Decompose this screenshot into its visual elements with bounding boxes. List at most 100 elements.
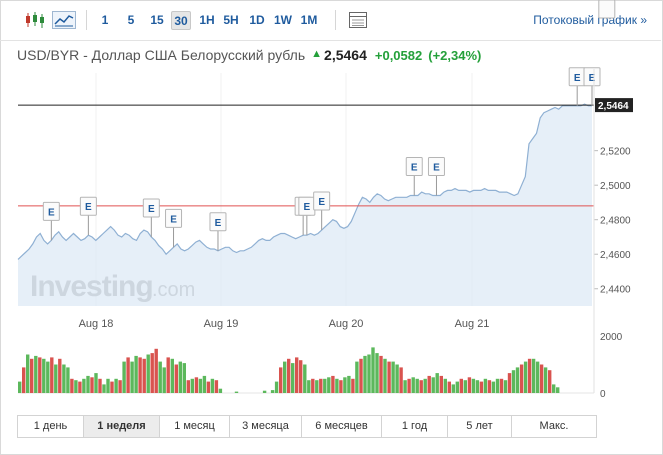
volume-bar-104 — [435, 373, 439, 393]
volume-bar-12 — [66, 367, 70, 394]
interval-button-1m[interactable]: 1M — [300, 13, 318, 27]
range-button-5[interactable]: 1 год — [382, 416, 448, 437]
event-marker-box-12 — [598, 0, 616, 19]
volume-bar-19 — [94, 373, 98, 393]
volume-bar-133 — [552, 384, 556, 393]
volume-bar-30 — [138, 357, 142, 393]
volume-bar-7 — [46, 361, 50, 393]
volume-bar-3 — [30, 358, 34, 393]
volume-bar-17 — [86, 375, 90, 393]
volume-bar-64 — [274, 381, 279, 393]
event-marker-box-7 — [313, 191, 331, 211]
volume-bar-46 — [202, 375, 207, 393]
interval-button-1w[interactable]: 1W — [274, 13, 292, 27]
volume-y-label-0: 2000 — [600, 332, 623, 343]
volume-bar-86 — [363, 355, 367, 393]
event-marker-label-11: E — [589, 73, 596, 84]
volume-bar-119 — [495, 378, 500, 394]
volume-bar-4 — [34, 355, 38, 393]
interval-button-5[interactable]: 5 — [127, 13, 135, 27]
volume-bar-124 — [515, 367, 520, 394]
x-tick-label-2: Aug 20 — [329, 318, 364, 330]
volume-bar-22 — [106, 378, 110, 394]
y-tick-label-0: 2,4400 — [600, 285, 631, 296]
volume-bar-8 — [50, 357, 54, 393]
interval-button-15[interactable]: 15 — [150, 13, 164, 27]
event-marker-label-7: E — [318, 197, 325, 208]
volume-bar-47 — [206, 381, 211, 393]
range-button-1[interactable]: 1 неделя — [84, 416, 160, 437]
volume-bar-74 — [315, 380, 319, 393]
interval-button-1h[interactable]: 1H — [199, 13, 215, 27]
volume-bar-75 — [319, 378, 323, 394]
volume-bar-42 — [186, 380, 190, 393]
volume-bar-28 — [130, 361, 134, 393]
y-tick-label-3: 2,5000 — [600, 181, 631, 192]
volume-bar-114 — [475, 380, 480, 393]
volume-bar-2 — [26, 354, 30, 393]
interval-button-1[interactable]: 1 — [101, 13, 109, 27]
range-selector: 1 день 1 неделя 1 месяц 3 месяца 6 месяцев 1 … — [17, 415, 597, 438]
volume-bar-26 — [122, 361, 126, 393]
current-price-label: 2,5464 — [598, 101, 629, 112]
volume-bar-23 — [110, 381, 114, 393]
volume-bar-25 — [118, 380, 122, 393]
streaming-chart-link[interactable]: Потоковый график » — [533, 13, 647, 27]
volume-bar-0 — [18, 381, 22, 393]
y-tick-label-1: 2,4600 — [600, 250, 631, 261]
range-button-7[interactable]: Макс. — [539, 420, 569, 432]
table-icon[interactable] — [348, 11, 368, 29]
volume-bar-44 — [194, 377, 199, 393]
volume-bar-34 — [154, 348, 158, 393]
volume-bar-93 — [391, 361, 395, 393]
volume-bar-39 — [174, 364, 178, 393]
volume-bar-11 — [62, 364, 66, 393]
volume-bar-20 — [98, 378, 102, 394]
volume-bar-131 — [543, 367, 548, 394]
area-chart-icon[interactable] — [52, 11, 76, 29]
volume-bar-43 — [190, 378, 194, 394]
volume-bar-107 — [447, 381, 451, 393]
volume-bar-99 — [415, 378, 419, 394]
volume-bar-92 — [387, 361, 391, 393]
toolbar-separator — [335, 10, 336, 30]
volume-bar-73 — [311, 378, 315, 394]
volume-bar-87 — [367, 354, 371, 393]
volume-bar-82 — [347, 375, 351, 393]
volume-bar-38 — [170, 358, 174, 393]
volume-bar-35 — [158, 361, 162, 393]
event-marker-label-4: E — [215, 218, 222, 229]
event-marker-label-9: E — [433, 163, 440, 174]
volume-bar-121 — [503, 380, 508, 393]
volume-bar-13 — [70, 378, 74, 394]
volume-bar-84 — [355, 361, 359, 393]
y-tick-label-4: 2,5200 — [600, 147, 631, 158]
volume-bar-117 — [487, 380, 492, 393]
event-marker-box-9 — [427, 157, 445, 177]
price-line — [17, 103, 592, 260]
volume-bar-33 — [150, 353, 154, 393]
volume-bar-129 — [535, 361, 540, 393]
range-button-2[interactable]: 1 месяц — [160, 416, 230, 437]
range-button-4[interactable]: 6 месяцев — [302, 416, 382, 437]
volume-bar-65 — [279, 367, 283, 394]
event-marker-box-1 — [79, 196, 97, 216]
candlestick-icon[interactable] — [24, 11, 46, 29]
volume-bar-9 — [54, 364, 58, 393]
range-button-6[interactable]: 5 лет — [448, 416, 512, 437]
interval-button-5h[interactable]: 5H — [223, 13, 239, 27]
price-change: +0,0582 — [374, 48, 423, 63]
y-tick-label-2: 2,4800 — [600, 216, 631, 227]
x-tick-label-1: Aug 19 — [204, 318, 239, 330]
interval-button-30[interactable]: 30 — [171, 11, 191, 30]
range-button-0[interactable]: 1 день — [18, 416, 84, 437]
event-marker-label-12: E — [603, 0, 610, 3]
range-button-3[interactable]: 3 месяца — [230, 416, 302, 437]
up-arrow-icon: ▲ — [311, 48, 323, 60]
chart-toolbar: 1 5 15 30 1H 5H 1D 1W 1M Потоковый график » — [0, 0, 661, 41]
interval-button-1d[interactable]: 1D — [249, 13, 265, 27]
volume-bar-105 — [439, 375, 443, 393]
event-marker-box-3 — [165, 208, 183, 228]
volume-bar-66 — [283, 361, 287, 393]
